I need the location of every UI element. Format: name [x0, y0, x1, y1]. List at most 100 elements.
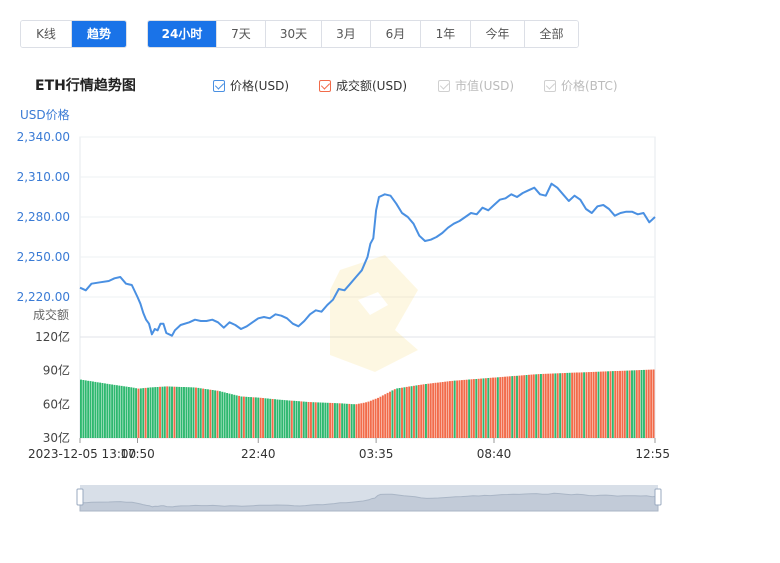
range-24h-tab[interactable]: 24小时 — [148, 21, 217, 47]
legend-volume-usd[interactable]: 成交额(USD) — [319, 77, 407, 94]
volume-axis-label: 成交额 — [33, 307, 69, 322]
volume-bar — [338, 403, 341, 438]
volume-bar — [436, 382, 439, 438]
volume-bar — [235, 395, 238, 438]
time-tick-label: 08:40 — [477, 447, 512, 461]
volume-bar — [214, 390, 217, 438]
legend-label: 价格(BTC) — [561, 79, 618, 93]
volume-bar — [341, 403, 344, 438]
volume-bar — [115, 385, 118, 438]
volume-bar — [499, 377, 502, 438]
legend-label: 成交额(USD) — [336, 79, 408, 93]
checkbox-icon — [438, 79, 450, 92]
volume-bar — [180, 387, 183, 438]
range-1y-tab[interactable]: 1年 — [421, 21, 471, 47]
volume-bar — [223, 392, 226, 438]
volume-bar — [489, 377, 492, 438]
volume-bar — [496, 377, 499, 438]
volume-bar — [190, 387, 193, 438]
volume-bar — [599, 371, 602, 438]
price-tick-label: 2,280.00 — [17, 210, 70, 224]
volume-bar — [99, 382, 102, 438]
volume-bar — [556, 373, 559, 438]
volume-bar — [144, 387, 147, 438]
volume-bar — [520, 375, 523, 438]
volume-bar — [103, 383, 106, 438]
price-tick-label: 2,220.00 — [17, 290, 70, 304]
volume-bar — [206, 389, 209, 438]
time-range-tabs: 24小时 7天 30天 3月 6月 1年 今年 全部 — [147, 20, 579, 48]
volume-bar — [178, 386, 181, 438]
volume-bar — [607, 371, 609, 438]
volume-bar — [360, 403, 363, 438]
volume-bar — [410, 386, 413, 438]
volume-bar — [441, 382, 444, 438]
watermark-logo — [330, 255, 418, 372]
volume-bar — [163, 386, 166, 438]
volume-bar — [185, 387, 188, 438]
volume-bar — [343, 403, 346, 438]
kline-button[interactable]: K线 — [21, 21, 72, 47]
volume-bar — [290, 400, 293, 438]
range-30d-tab[interactable]: 30天 — [266, 21, 322, 47]
volume-bar — [626, 370, 629, 438]
volume-bar — [530, 374, 533, 438]
volume-bar — [333, 403, 336, 438]
volume-bar — [492, 377, 494, 438]
volume-bar — [458, 380, 461, 438]
range-7d-tab[interactable]: 7天 — [217, 21, 266, 47]
volume-bar — [135, 388, 138, 438]
slider-left-handle[interactable] — [76, 488, 84, 506]
volume-bar — [578, 372, 581, 438]
legend-price-usd[interactable]: 价格(USD) — [213, 77, 289, 94]
range-all-tab[interactable]: 全部 — [525, 21, 578, 47]
volume-bar — [379, 396, 382, 438]
volume-bar — [154, 387, 157, 438]
volume-bar — [587, 372, 590, 438]
volume-bar — [111, 384, 114, 438]
trend-button[interactable]: 趋势 — [72, 21, 126, 47]
volume-bar — [470, 379, 473, 438]
volume-bar — [386, 392, 389, 438]
range-6m-tab[interactable]: 6月 — [371, 21, 421, 47]
volume-bar — [477, 378, 480, 438]
volume-bar — [120, 385, 123, 438]
volume-bar — [283, 400, 286, 438]
price-tick-label: 2,340.00 — [17, 130, 70, 144]
volume-bar — [537, 374, 540, 438]
volume-bar — [408, 386, 411, 438]
volume-bar — [453, 380, 456, 438]
volume-bar — [549, 373, 552, 438]
legend-marketcap-usd[interactable]: 市值(USD) — [438, 77, 514, 94]
volume-bar — [329, 402, 332, 438]
volume-bar — [384, 394, 387, 438]
zoom-slider[interactable] — [76, 485, 662, 512]
volume-bar — [448, 381, 451, 438]
volume-bar — [580, 372, 583, 438]
chart-mode-toggle: K线 趋势 — [20, 20, 127, 48]
volume-tick-label: 30亿 — [43, 430, 70, 445]
volume-bar — [623, 370, 626, 438]
volume-bar — [238, 395, 241, 438]
volume-bar — [413, 385, 415, 438]
volume-bar — [252, 397, 255, 438]
volume-bar — [298, 401, 300, 438]
volume-bar — [508, 376, 511, 438]
volume-bar — [228, 393, 231, 438]
volume-bar — [125, 386, 128, 438]
volume-bar — [631, 370, 633, 438]
range-ytd-tab[interactable]: 今年 — [471, 21, 525, 47]
volume-tick-label: 60亿 — [43, 396, 70, 411]
volume-bar — [295, 401, 298, 438]
legend-price-btc[interactable]: 价格(BTC) — [544, 77, 618, 94]
slider-right-handle[interactable] — [654, 488, 662, 506]
volume-bar — [276, 399, 279, 438]
range-3m-tab[interactable]: 3月 — [322, 21, 371, 47]
volume-bar — [312, 402, 315, 438]
price-axis-label: USD价格 — [20, 107, 70, 122]
volume-bar — [535, 374, 538, 438]
volume-bar — [91, 381, 94, 438]
volume-bar — [149, 387, 152, 438]
volume-bar — [266, 398, 269, 438]
volume-bar — [348, 403, 351, 438]
